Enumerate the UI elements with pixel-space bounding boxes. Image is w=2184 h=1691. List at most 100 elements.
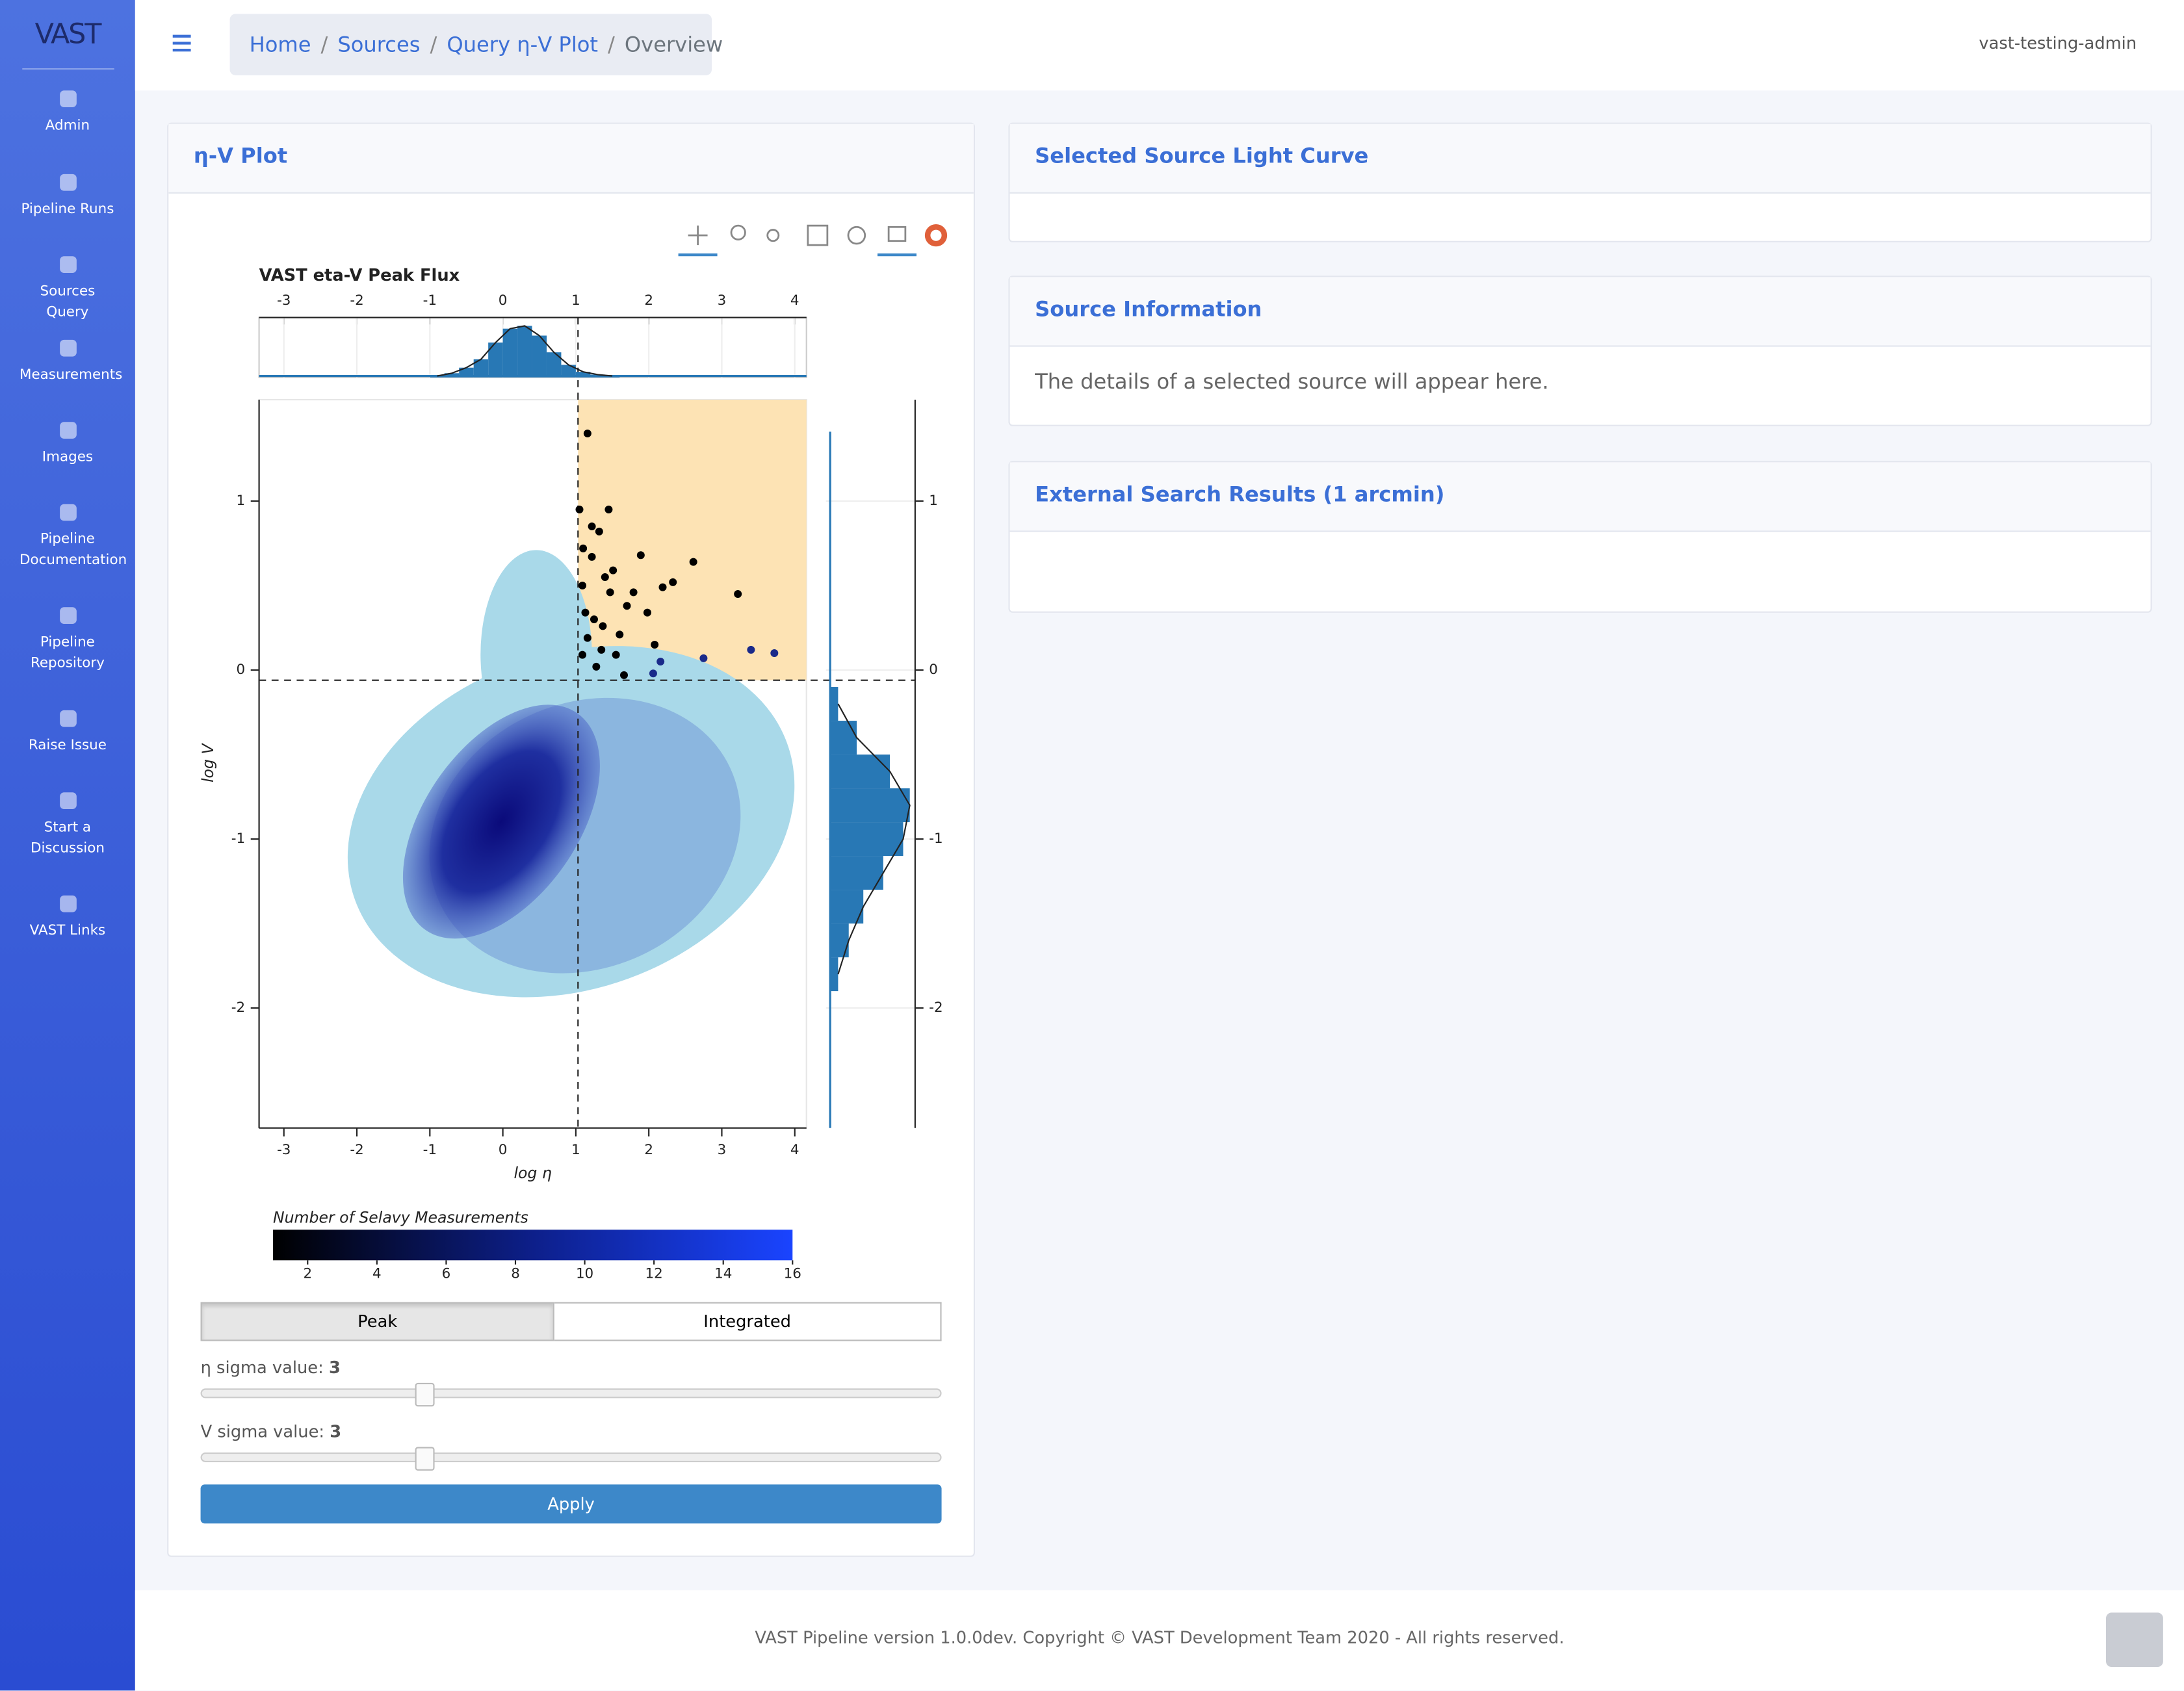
nav-item[interactable]: Pipeline Runs	[0, 174, 135, 220]
flux-toggle: Peak Integrated	[200, 1302, 942, 1341]
hist-bar	[473, 359, 489, 378]
toggle-button[interactable]: Peak	[200, 1302, 554, 1341]
hist-bar	[830, 755, 890, 789]
nav-item[interactable]: Pipeline Repository	[0, 607, 135, 674]
card-title: Source Information	[1009, 277, 2151, 347]
point	[579, 544, 588, 552]
hover-tool[interactable]	[887, 226, 907, 242]
point	[669, 578, 677, 586]
hist-bar	[575, 372, 591, 378]
reset-tool[interactable]	[847, 226, 866, 245]
point	[581, 608, 590, 617]
nav-icon	[59, 256, 76, 273]
x-tick-label: 2	[644, 292, 653, 309]
nav-label: Admin	[45, 118, 90, 134]
slider-handle[interactable]	[415, 1447, 435, 1471]
nav-item[interactable]: Images	[0, 422, 135, 468]
breadcrumb: Home / Sources / Query η-V Plot / Overview	[229, 14, 723, 75]
point	[651, 641, 659, 649]
x-tick-label: -3	[277, 1142, 291, 1158]
toolbar	[678, 224, 948, 257]
apply-button[interactable]: Apply	[200, 1484, 942, 1524]
point	[629, 588, 638, 597]
crumb-link[interactable]: Home	[249, 32, 311, 57]
point	[588, 552, 596, 561]
slider-handle[interactable]	[415, 1382, 435, 1407]
x-tick-label: -3	[277, 292, 291, 309]
nav-icon	[59, 792, 76, 809]
hist-bar	[546, 352, 562, 378]
point	[601, 573, 609, 582]
point	[588, 523, 596, 531]
nav-label: Raise Issue	[28, 738, 107, 754]
y-tick-label: -2	[929, 1000, 942, 1016]
y-tick-label: -1	[231, 831, 245, 847]
nav-item[interactable]: Pipeline Documentation	[0, 504, 135, 571]
crumb-link[interactable]: Sources	[337, 32, 421, 57]
point	[578, 651, 586, 659]
hist-bar	[830, 822, 904, 857]
save-tool[interactable]	[807, 224, 829, 246]
colorbar-tick-label: 8	[511, 1266, 520, 1282]
bokeh-logo[interactable]	[924, 224, 948, 247]
wheel-zoom-tool[interactable]	[766, 229, 780, 242]
x-tick-label: -2	[350, 1142, 363, 1158]
logo[interactable]: VAST	[34, 16, 102, 51]
slider-track[interactable]	[200, 1388, 942, 1399]
card: Source Information The details of a sele…	[1008, 276, 2152, 426]
hist-bar	[459, 367, 474, 378]
nav-label: Start a Discussion	[30, 820, 105, 857]
nav-item[interactable]: Start a Discussion	[0, 792, 135, 859]
x-axis-label: log η	[514, 1164, 551, 1182]
footer-text: VAST Pipeline version 1.0.0dev. Copyrigh…	[755, 1628, 1565, 1647]
x-tick-label: -2	[350, 292, 363, 309]
y-tick-label: -1	[929, 831, 942, 847]
nav-item[interactable]: Raise Issue	[0, 710, 135, 756]
scroll-top[interactable]	[2106, 1612, 2163, 1667]
y-tick-label: 0	[237, 662, 246, 678]
y-tick-label: 0	[929, 662, 938, 678]
slider-track[interactable]	[200, 1452, 942, 1462]
nav-label: Pipeline Documentation	[20, 532, 127, 569]
card-title: η-V Plot	[168, 123, 974, 194]
hist-bar	[430, 376, 445, 378]
menu-toggle[interactable]	[172, 34, 191, 56]
nav-item[interactable]: Measurements	[0, 339, 135, 386]
nav-label: Sources Query	[40, 284, 96, 320]
hist-bar	[517, 326, 532, 378]
point	[609, 566, 618, 574]
x-tick-label: 0	[499, 1142, 508, 1158]
label-text: V sigma value:	[200, 1421, 325, 1441]
card: Selected Source Light Curve	[1008, 122, 2152, 242]
x-tick-label: 3	[718, 292, 727, 309]
toggle-button[interactable]: Integrated	[554, 1302, 942, 1341]
point	[592, 662, 601, 671]
y-tick-label: 1	[929, 493, 938, 509]
hist-bar	[604, 376, 620, 378]
hist-bar	[590, 374, 605, 378]
nav-item[interactable]: Sources Query	[0, 256, 135, 323]
y-axis-label: log V	[199, 743, 217, 782]
point	[623, 602, 631, 610]
hist-bar	[830, 856, 883, 890]
point	[747, 645, 755, 654]
zoom-tool[interactable]	[730, 224, 746, 240]
x-tick-label: 0	[499, 292, 508, 309]
x-tick-label: 3	[718, 1142, 727, 1158]
point	[643, 608, 651, 617]
density-curve	[837, 703, 911, 975]
colorbar	[273, 1230, 793, 1261]
crumb-link[interactable]: Query η-V Plot	[447, 32, 599, 57]
point	[699, 654, 708, 662]
point	[595, 527, 603, 536]
x-tick-label: 1	[571, 292, 580, 309]
colorbar-label: Number of Selavy Measurements	[273, 1208, 528, 1226]
density-cloud	[347, 550, 795, 998]
nav-item[interactable]: Admin	[0, 90, 135, 136]
user-name[interactable]: vast-testing-admin	[1979, 33, 2137, 53]
nav-item[interactable]: VAST Links	[0, 895, 135, 942]
nav-icon	[59, 895, 76, 912]
pan-tool[interactable]	[688, 226, 708, 246]
hist-bar	[488, 342, 503, 378]
hist-bar	[532, 335, 547, 378]
